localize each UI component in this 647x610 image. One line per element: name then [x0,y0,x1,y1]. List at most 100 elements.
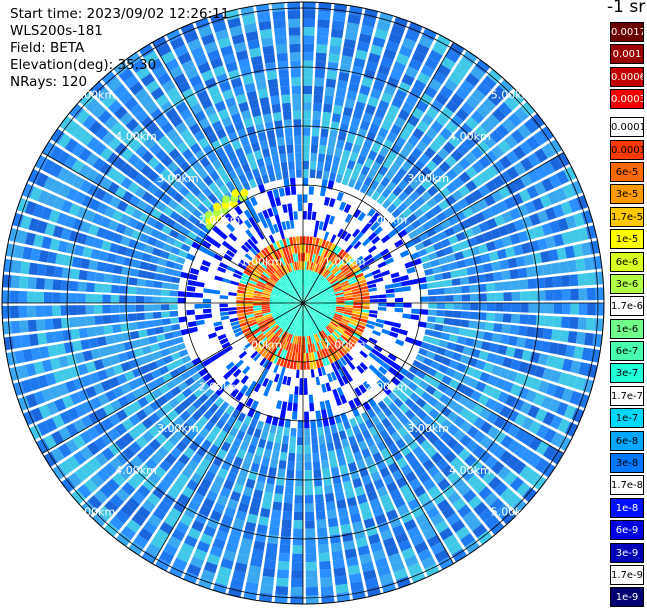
range-gate-cell [314,394,319,403]
range-gate-cell [293,102,302,111]
range-gate-cell [268,535,279,545]
range-gate-cell [393,282,402,288]
range-gate-cell [394,313,403,318]
range-gate-cell [111,305,120,313]
range-gate-cell [297,445,303,454]
range-gate-cell [290,220,295,229]
range-gate-cell [411,309,420,314]
range-gate-cell [393,317,402,323]
range-gate-cell [276,44,288,53]
range-gate-cell [403,303,412,308]
range-gate-cell [361,293,370,297]
range-gate-cell [412,303,421,308]
range-gate-cell [387,303,396,307]
range-gate-cell [378,294,387,298]
range-gate-cell [287,203,292,212]
range-gate-cell [361,300,370,303]
range-gate-cell [169,297,178,303]
range-gate-cell [237,293,246,297]
range-gate-cell [337,80,348,90]
range-gate-cell [320,577,333,586]
range-gate-cell [150,255,160,264]
range-gate-cell [303,94,312,103]
range-gate-cell [301,261,303,269]
range-gate-cell [579,303,588,315]
range-gate-cell [300,253,302,261]
range-gate-cell [568,331,578,343]
range-gate-cell [77,293,86,303]
range-gate-cell [257,12,270,22]
range-gate-cell [259,465,268,475]
range-gate-cell [436,310,445,316]
range-gate-cell [189,274,198,281]
range-gate-cell [412,297,421,302]
range-gate-cell [313,386,318,395]
range-gate-cell [44,279,53,290]
range-gate-cell [194,298,203,303]
range-gate-cell [292,94,301,103]
range-gate-cell [314,86,324,95]
range-gate-cell [312,377,317,386]
range-label: 3.00km [407,172,449,185]
range-gate-cell [315,69,325,78]
range-gate-cell [299,395,303,403]
range-gate-cell [72,257,82,268]
range-gate-cell [318,393,324,402]
range-gate-cell [186,298,195,303]
range-gate-cell [386,293,395,297]
range-gate-cell [460,320,469,328]
range-gate-cell [436,288,445,295]
range-gate-cell [288,394,293,403]
range-gate-cell [162,318,171,325]
range-gate-cell [310,411,315,420]
range-gate-cell [263,113,272,123]
range-gate-cell [569,274,578,286]
range-gate-cell [328,62,339,72]
range-gate-cell [261,457,270,467]
range-gate-cell [533,340,543,351]
range-gate-cell [303,27,315,36]
range-gate-cell [95,326,105,336]
range-gate-cell [394,287,403,292]
range-gate-cell [424,268,434,275]
range-gate-cell [298,353,301,362]
range-gate-cell [526,327,536,338]
range-gate-cell [273,163,280,172]
range-gate-cell [293,537,303,546]
range-gate-cell [577,273,586,286]
range-gate-cell [261,105,271,115]
range-gate-cell [306,595,319,604]
range-gate-cell [316,503,325,512]
range-gate-cell [296,462,303,471]
range-gate-cell [336,499,346,509]
range-gate-cell [309,237,313,246]
range-gate-cell [303,111,311,120]
range-gate-cell [286,411,292,420]
range-gate-cell [35,292,44,303]
range-gate-cell [322,112,331,121]
range-gate-cell [317,28,329,37]
range-gate-cell [46,332,56,344]
range-gate-cell [11,275,20,288]
range-gate-cell [406,267,415,274]
range-gate-cell [295,153,302,162]
legend-item: 0.0003 [610,89,644,109]
range-gate-cell [335,491,345,501]
range-gate-cell [315,486,324,495]
range-gate-cell [453,286,462,293]
range-gate-cell [146,328,155,336]
range-gate-cell [171,324,180,331]
range-gate-cell [303,169,309,178]
range-gate-cell [319,561,331,570]
range-gate-cell [270,303,278,305]
range-gate-cell [280,196,286,205]
range-gate-cell [309,403,314,412]
range-gate-cell [292,411,297,420]
range-gate-cell [285,187,291,196]
range-gate-cell [196,282,205,288]
range-gate-cell [29,263,39,275]
range-gate-cell [245,298,254,301]
range-gate-cell [303,161,309,169]
range-gate-cell [584,333,594,346]
range-gate-cell [113,265,123,274]
